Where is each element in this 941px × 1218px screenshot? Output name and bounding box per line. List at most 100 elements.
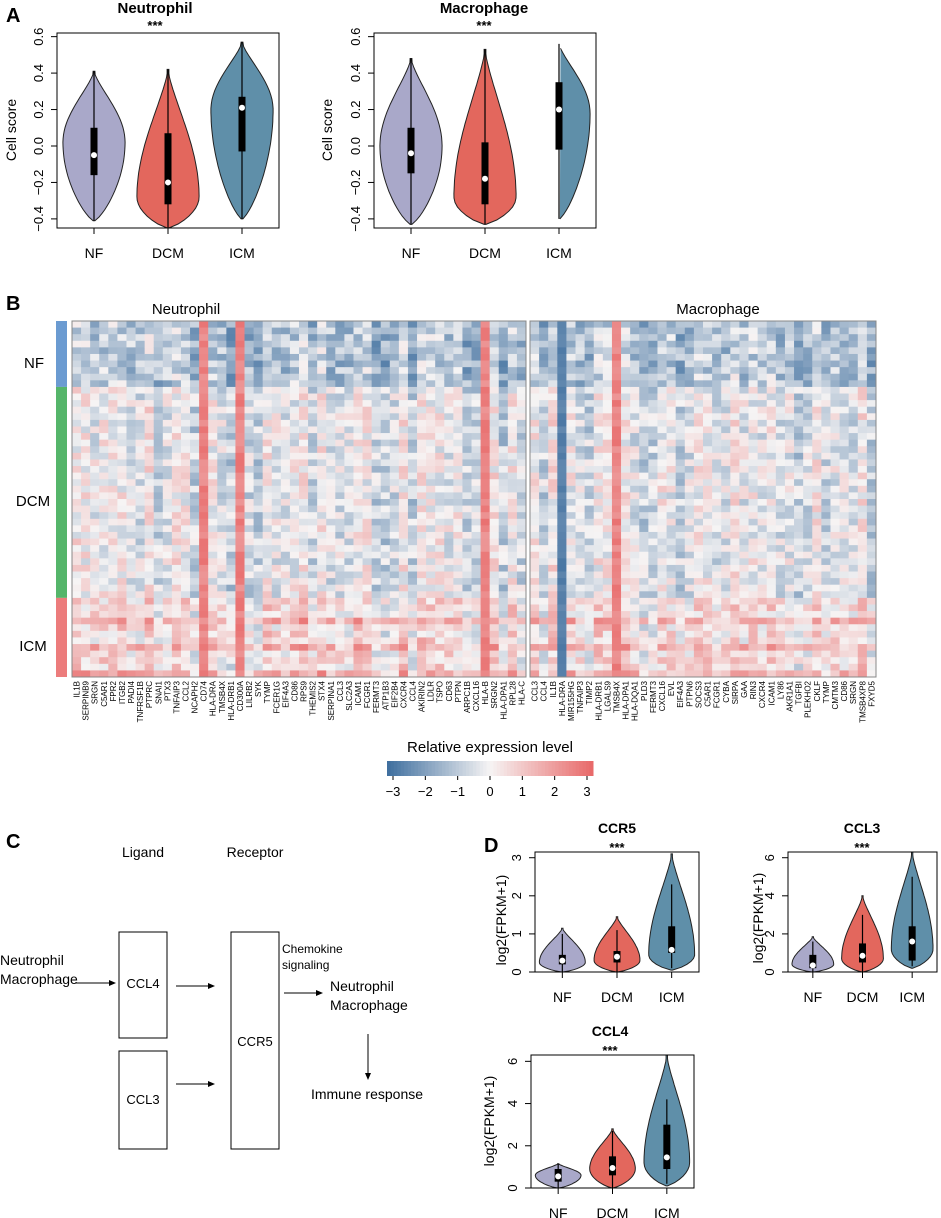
heatmap-cell [712, 459, 722, 467]
heatmap-cell [407, 505, 418, 513]
heatmap-cell [326, 670, 336, 678]
heatmap-cell [90, 637, 100, 645]
heatmap-cell [135, 321, 146, 328]
heatmap-cell [575, 472, 586, 480]
heatmap-cell [344, 512, 354, 520]
heatmap-cell [848, 334, 859, 342]
heatmap-cell [739, 591, 749, 599]
heatmap-cell [108, 670, 118, 678]
heatmap-cell [244, 650, 254, 658]
heatmap-cell [766, 367, 777, 375]
heatmap-cell [621, 512, 631, 520]
heatmap-cell [857, 446, 868, 454]
heatmap-cell [530, 360, 540, 368]
heatmap-cell [280, 439, 291, 447]
heatmap-cell [344, 413, 354, 421]
heatmap-cell [821, 591, 831, 599]
heatmap-cell [821, 650, 831, 658]
heatmap-cell [557, 419, 567, 427]
heatmap-cell [126, 413, 136, 421]
heatmap-cell [557, 512, 567, 520]
heatmap-cell [126, 518, 136, 526]
heatmap-cell [812, 439, 822, 447]
heatmap-cell [81, 367, 91, 375]
heatmap-cell [371, 551, 382, 559]
heatmap-cell [326, 459, 336, 467]
heatmap-cell [602, 321, 613, 328]
heatmap-cell [480, 479, 491, 487]
heatmap-cell [253, 439, 264, 447]
heatmap-cell [675, 334, 686, 342]
heatmap-cell [108, 380, 118, 388]
heatmap-cell [335, 604, 345, 612]
heatmap-cell [516, 373, 527, 381]
heatmap-cell [703, 334, 713, 342]
heatmap-cell [748, 433, 759, 441]
heatmap-cell [235, 591, 245, 599]
heatmap-cell [830, 571, 840, 579]
heatmap-cell [684, 644, 695, 652]
heatmap-cell [344, 531, 354, 539]
heatmap-cell [462, 505, 472, 513]
heatmap-cell [480, 327, 491, 335]
heatmap-cell [794, 340, 804, 348]
heatmap-cell [530, 578, 540, 586]
heatmap-cell [507, 597, 518, 605]
heatmap-cell [611, 472, 622, 480]
heatmap-cell [666, 413, 677, 421]
heatmap-cell [684, 545, 695, 553]
heatmap-cell [153, 400, 164, 408]
heatmap-cell [480, 373, 491, 381]
heatmap-cell [262, 393, 273, 401]
heatmap-cell [803, 353, 813, 361]
heatmap-cell [90, 624, 100, 632]
heatmap-cell [857, 393, 868, 401]
heatmap-cell [621, 624, 631, 632]
y-tick-label: −0.4 [348, 206, 363, 232]
heatmap-cell [730, 644, 740, 652]
heatmap-cell [548, 479, 558, 487]
heatmap-cell [848, 353, 859, 361]
heatmap-cell [108, 630, 118, 638]
heatmap-cell [72, 413, 82, 421]
heatmap-cell [584, 479, 595, 487]
heatmap-cell [684, 452, 695, 460]
heatmap-cell [462, 663, 472, 671]
heatmap-cell [389, 426, 400, 434]
heatmap-cell [417, 367, 427, 375]
heatmap-cell [766, 340, 777, 348]
heatmap-cell [235, 353, 245, 361]
heatmap-cell [557, 373, 567, 381]
heatmap-cell [162, 657, 173, 665]
heatmap-cell [848, 637, 859, 645]
heatmap-cell [684, 591, 695, 599]
heatmap-cell [262, 545, 273, 553]
heatmap-cell [830, 617, 840, 625]
heatmap-cell [117, 426, 127, 434]
heatmap-cell [407, 644, 418, 652]
heatmap-cell [748, 472, 759, 480]
heatmap-cell [593, 551, 604, 559]
heatmap-cell [353, 650, 363, 658]
heatmap-cell [226, 630, 236, 638]
heatmap-cell [784, 419, 795, 427]
heatmap-cell [548, 531, 558, 539]
heatmap-cell [380, 630, 391, 638]
gene-label: TYMP [263, 681, 272, 703]
heatmap-cell [539, 604, 549, 612]
heatmap-cell [602, 479, 613, 487]
heatmap-cell [117, 604, 127, 612]
heatmap-cell [784, 591, 795, 599]
heatmap-cell [317, 452, 327, 460]
heatmap-cell [99, 597, 109, 605]
heatmap-cell [830, 584, 840, 592]
heatmap-cell [72, 400, 82, 408]
heatmap-cell [398, 531, 409, 539]
heatmap-cell [611, 386, 622, 394]
heatmap-cell [803, 419, 813, 427]
heatmap-cell [235, 334, 245, 342]
heatmap-cell [657, 386, 667, 394]
heatmap-cell [602, 419, 613, 427]
heatmap-cell [630, 584, 640, 592]
heatmap-cell [180, 373, 191, 381]
